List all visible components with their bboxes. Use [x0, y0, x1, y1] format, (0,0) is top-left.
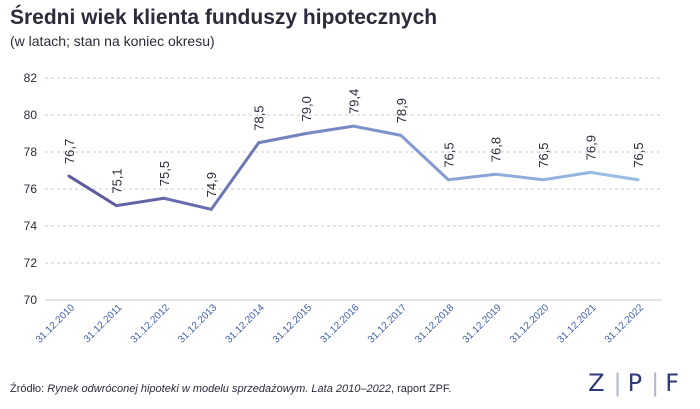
y-tick-label: 82: [24, 71, 38, 85]
x-tick-label: 31.12.2011: [82, 302, 125, 345]
y-tick-label: 76: [24, 182, 38, 196]
x-tick-label: 31.12.2016: [318, 302, 361, 345]
series-line-segment: [541, 170, 593, 182]
series-line-segment: [257, 132, 308, 145]
data-label: 79,4: [347, 89, 362, 114]
series-line-segment: [352, 124, 403, 137]
chart-subtitle: (w latach; stan na koniec okresu): [10, 33, 215, 49]
series-line-segment: [494, 172, 545, 182]
series-line-segment: [114, 196, 166, 208]
x-tick-label: 31.12.2012: [129, 302, 172, 345]
source-prefix: Źródło:: [10, 383, 48, 395]
logo-separator: |: [613, 369, 628, 397]
y-tick-label: 72: [24, 256, 38, 270]
data-label: 76,5: [631, 142, 646, 167]
logo-letter-p: P: [627, 369, 652, 397]
series-line-layer: [67, 124, 640, 211]
chart-title: Średni wiek klienta funduszy hipotecznyc…: [10, 6, 438, 29]
data-label: 78,5: [252, 105, 267, 130]
data-label: 75,1: [109, 168, 124, 193]
source-title: Rynek odwróconej hipoteki w modelu sprze…: [47, 383, 391, 395]
x-tick-label: 31.12.2015: [271, 302, 314, 345]
series-line-segment: [209, 141, 261, 211]
y-tick-label: 78: [24, 145, 38, 159]
data-label: 76,5: [536, 142, 551, 167]
source-note: Źródło: Rynek odwróconej hipoteki w mode…: [10, 383, 451, 395]
x-tick-label: 31.12.2010: [34, 302, 77, 345]
y-tick-label: 70: [24, 293, 38, 307]
x-tick-label: 31.12.2013: [176, 302, 219, 345]
x-tick-label: 31.12.2022: [603, 302, 646, 345]
series-line-segment: [162, 196, 213, 211]
x-tick-label: 31.12.2021: [556, 302, 599, 345]
data-label: 76,5: [441, 142, 456, 167]
grid-layer: [45, 77, 662, 301]
data-label: 76,8: [489, 137, 504, 162]
logo-letter-z: Z: [588, 369, 614, 397]
y-tick-label: 74: [24, 219, 38, 233]
series-line-segment: [67, 174, 118, 208]
data-label: 79,0: [299, 96, 314, 121]
series-line-segment: [399, 133, 450, 182]
data-labels: 76,7 75,1 75,5 74,9 78,5 79,0 79,4 78,9 76,5 76,8…: [62, 89, 646, 198]
logo-separator: |: [651, 369, 666, 397]
x-tick-label: 31.12.2020: [508, 302, 551, 345]
data-label: 74,9: [204, 172, 219, 197]
x-axis-ticks: 31.12.2010 31.12.2011 31.12.2012 31.12.2013…: [34, 302, 646, 345]
zpf-logo: Z|P|F: [588, 369, 688, 397]
source-suffix: , raport ZPF.: [390, 383, 452, 395]
x-tick-label: 31.12.2019: [461, 302, 504, 345]
series-line-segment: [589, 170, 640, 182]
series-line-segment: [304, 124, 355, 135]
x-tick-label: 31.12.2017: [366, 302, 409, 345]
data-label: 76,9: [584, 135, 599, 160]
logo-letter-f: F: [665, 369, 688, 397]
series-line-segment: [446, 172, 498, 182]
data-label: 76,7: [62, 139, 77, 164]
y-tick-label: 80: [24, 108, 38, 122]
data-label: 75,5: [157, 161, 172, 186]
y-axis-ticks: 70 72 74 76 78 80 82: [24, 71, 38, 307]
x-tick-label: 31.12.2018: [413, 302, 456, 345]
data-label: 78,9: [394, 98, 409, 123]
x-tick-label: 31.12.2014: [224, 302, 267, 345]
